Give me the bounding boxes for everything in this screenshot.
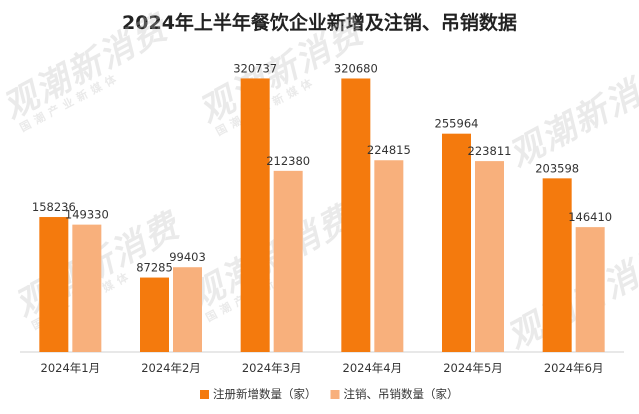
bar-cancellations-4	[374, 160, 404, 352]
data-label: 223811	[468, 144, 512, 158]
x-tick-label: 2024年6月	[544, 361, 604, 375]
data-label: 224815	[367, 143, 411, 157]
legend-swatch	[330, 390, 340, 399]
x-tick-label: 2024年3月	[242, 361, 302, 375]
data-label: 149330	[65, 208, 109, 222]
data-label: 320680	[334, 61, 378, 75]
x-tick-label: 2024年5月	[443, 361, 503, 375]
bar-cancellations-2	[173, 267, 202, 352]
bar-new-registrations-1	[39, 217, 69, 352]
bar-cancellations-6	[575, 227, 605, 352]
data-label: 158236	[32, 200, 76, 214]
bar-cancellations-1	[72, 224, 102, 352]
legend-label: 注册新增数量（家）	[213, 387, 317, 401]
bars-group	[39, 78, 605, 352]
data-label: 146410	[568, 210, 612, 224]
data-label: 255964	[435, 117, 479, 131]
x-tick-label: 2024年1月	[41, 361, 101, 375]
chart-title: 2024年上半年餐饮企业新增及注销、吊销数据	[122, 12, 517, 34]
data-label: 212380	[266, 154, 310, 168]
x-tick-label: 2024年4月	[343, 361, 403, 375]
bar-new-registrations-3	[240, 78, 270, 352]
data-label: 320737	[233, 61, 277, 75]
legend-swatch	[200, 390, 209, 399]
bar-new-registrations-5	[442, 133, 471, 352]
data-label: 203598	[535, 161, 579, 175]
bar-new-registrations-4	[341, 78, 371, 352]
bar-new-registrations-2	[140, 277, 169, 352]
x-tick-label: 2024年2月	[141, 361, 201, 375]
x-tick-labels: 2024年1月 2024年2月 2024年3月 2024年4月 2024年5月 2024年…	[41, 361, 604, 375]
bar-cancellations-3	[273, 170, 303, 352]
legend-label: 注销、吊销数量（家）	[344, 387, 459, 401]
bar-new-registrations-6	[542, 178, 572, 352]
data-label: 87285	[136, 261, 173, 275]
data-label: 99403	[169, 250, 206, 264]
legend: 注册新增数量（家） 注销、吊销数量（家）	[200, 387, 459, 401]
bar-cancellations-5	[475, 161, 504, 352]
